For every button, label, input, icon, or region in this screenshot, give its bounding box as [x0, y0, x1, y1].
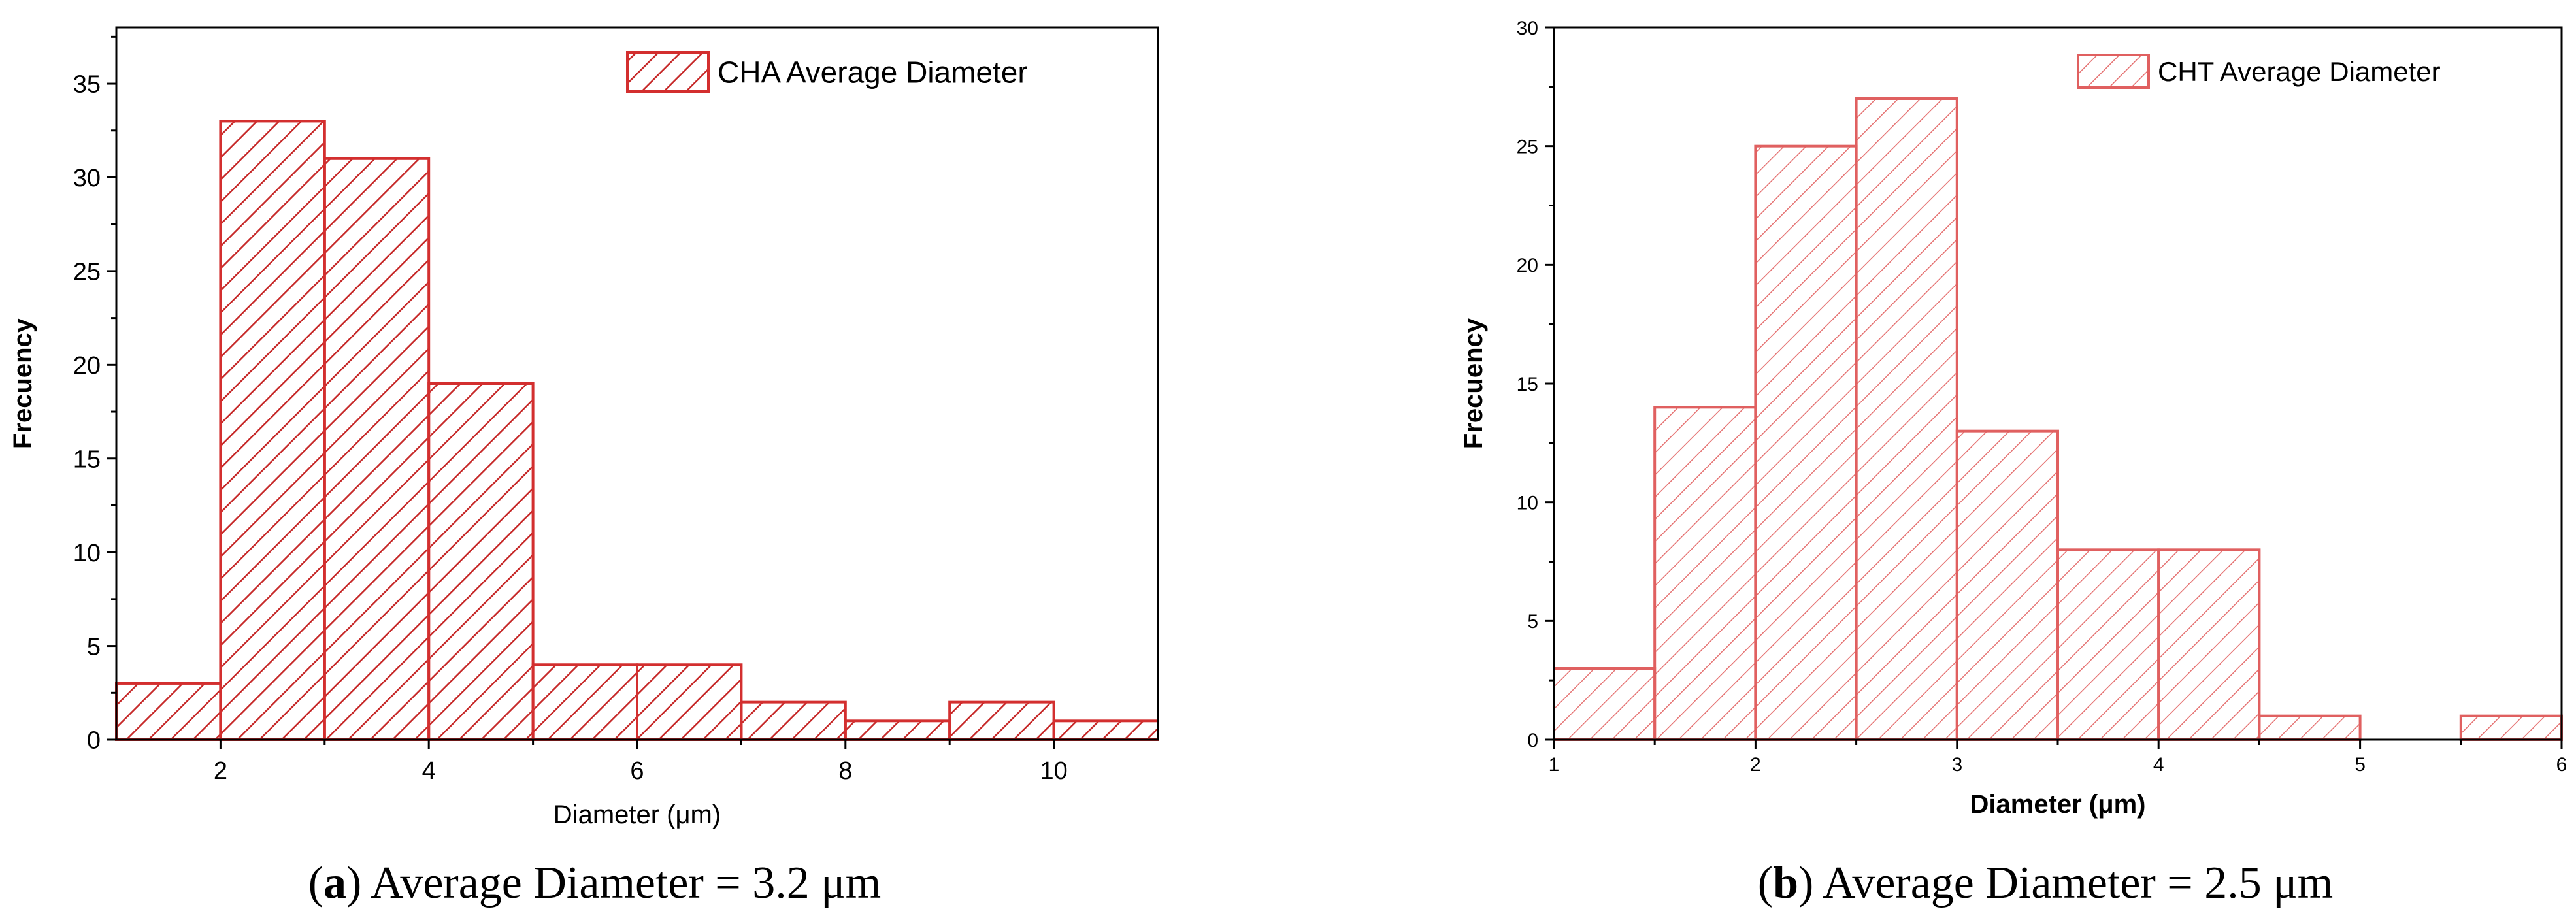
- figure-caption: (a) Average Diameter = 3.2 μm: [308, 858, 882, 908]
- histogram-bar: [2056, 548, 2160, 741]
- y-tick-label: 10: [73, 540, 101, 567]
- x-tick-label: 5: [2354, 754, 2366, 776]
- y-tick-label: 30: [73, 165, 101, 192]
- legend-label: CHA Average Diameter: [718, 56, 1028, 90]
- x-tick-label: 6: [2556, 754, 2568, 776]
- y-tick-label: 15: [1517, 374, 1538, 395]
- caption-paren-open: (: [1758, 858, 1773, 908]
- histogram-bar: [636, 663, 743, 742]
- histogram-bar: [2459, 714, 2564, 741]
- y-tick-label: 0: [1527, 730, 1538, 751]
- caption-label: b: [1773, 858, 1798, 908]
- x-tick-label: 2: [1750, 754, 1761, 776]
- histogram-bar: [427, 382, 535, 741]
- y-tick-label: 5: [87, 633, 101, 661]
- histogram-bar: [1052, 719, 1159, 742]
- x-axis-title: Diameter (μm): [553, 800, 721, 829]
- chart-panel-b: 0 5 10 15 20 25 30 1 2 3 4 5 6 Diameter (μm) Frecuency…: [1459, 18, 2567, 908]
- histogram-bar: [2157, 548, 2261, 741]
- histogram-bar: [844, 719, 951, 742]
- legend-swatch: [626, 51, 710, 93]
- y-tick-label: 25: [1517, 136, 1538, 157]
- legend-label: CHT Average Diameter: [2158, 56, 2441, 87]
- y-tick-label: 0: [87, 727, 101, 755]
- legend-swatch: [2077, 54, 2150, 89]
- caption-label: a: [323, 858, 346, 908]
- histogram-bar: [2258, 714, 2362, 741]
- y-tick-label: 20: [73, 352, 101, 380]
- y-tick-label: 5: [1527, 611, 1538, 632]
- caption-paren-close: ): [1798, 858, 1823, 908]
- histogram-bar: [948, 700, 1055, 742]
- x-tick-label: 4: [422, 757, 436, 785]
- chart-panel-a: 0 5 10 15 20 25 30 35 2 4 6 8 10 Diameter (μm) Frecuen…: [8, 26, 1159, 908]
- caption-text: Average Diameter = 3.2 μm: [371, 858, 881, 908]
- x-tick-label: 3: [1951, 754, 1962, 776]
- caption-paren-open: (: [308, 858, 323, 908]
- legend: CHA Average Diameter: [626, 51, 1028, 93]
- x-axis-title: Diameter (μm): [1970, 790, 2146, 819]
- histogram-bar: [1653, 406, 1757, 741]
- figure-caption: (b) Average Diameter = 2.5 μm: [1758, 858, 2333, 908]
- histogram-bar: [740, 700, 847, 742]
- y-axis-title: Frecuency: [8, 318, 37, 449]
- x-tick-label: 6: [630, 757, 644, 785]
- y-axis-title: Frecuency: [1459, 318, 1488, 449]
- y-tick-label: 30: [1517, 18, 1538, 39]
- histogram-bar: [115, 682, 222, 742]
- y-tick-label: 25: [73, 259, 101, 286]
- x-tick-label: 4: [2153, 754, 2164, 776]
- caption-text: Average Diameter = 2.5 μm: [1823, 858, 2333, 908]
- histogram-bar: [531, 663, 638, 742]
- x-tick-label: 1: [1549, 754, 1560, 776]
- y-tick-label: 15: [73, 446, 101, 473]
- histogram-bar: [1955, 429, 2060, 742]
- histogram-bar: [219, 120, 326, 741]
- x-tick-label: 2: [214, 757, 227, 785]
- histogram-bar: [1855, 97, 1958, 741]
- x-tick-label: 8: [838, 757, 852, 785]
- x-tick-label: 10: [1040, 757, 1067, 785]
- y-tick-label: 35: [73, 71, 101, 99]
- caption-paren-close: ): [346, 858, 371, 908]
- y-tick-label: 10: [1517, 492, 1538, 514]
- y-tick-label: 20: [1517, 255, 1538, 276]
- histogram-bar: [323, 157, 431, 741]
- legend: CHT Average Diameter: [2077, 54, 2441, 89]
- histogram-bar: [1553, 667, 1657, 741]
- histogram-bar: [1754, 144, 1858, 741]
